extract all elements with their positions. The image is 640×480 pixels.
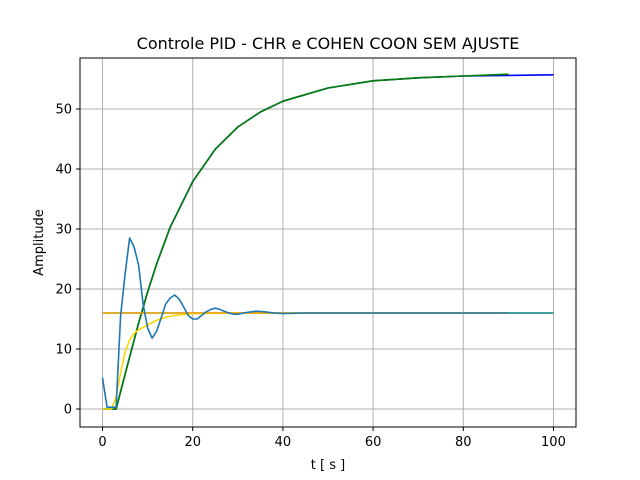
x-axis-title: t [ s ] bbox=[311, 458, 345, 473]
x-tick-label: 40 bbox=[275, 435, 292, 450]
plot-frame bbox=[79, 57, 577, 428]
x-tick-label: 0 bbox=[98, 435, 106, 450]
y-tick-label: 20 bbox=[55, 283, 72, 298]
y-axis-title: Amplitude bbox=[32, 209, 47, 276]
y-tick-label: 50 bbox=[55, 103, 72, 118]
green-series-line bbox=[102, 73, 509, 410]
y-tick-label: 30 bbox=[55, 223, 72, 238]
y-tick-label: 10 bbox=[55, 343, 72, 358]
steelblue-series-line bbox=[101, 237, 509, 409]
series-group bbox=[101, 73, 554, 410]
x-tick-label: 60 bbox=[365, 435, 382, 450]
chart-title: Controle PID - CHR e COHEN COON SEM AJUS… bbox=[137, 34, 520, 53]
grid bbox=[80, 58, 576, 427]
x-tick-label: 100 bbox=[541, 435, 566, 450]
plot-area bbox=[80, 58, 576, 427]
axis-ticks: 0 20 40 60 80 100 0 10 20 30 40 50 bbox=[55, 103, 565, 451]
y-tick-label: 40 bbox=[55, 163, 72, 178]
x-tick-label: 80 bbox=[455, 435, 472, 450]
x-tick-label: 20 bbox=[184, 435, 201, 450]
y-tick-label: 0 bbox=[64, 403, 72, 418]
